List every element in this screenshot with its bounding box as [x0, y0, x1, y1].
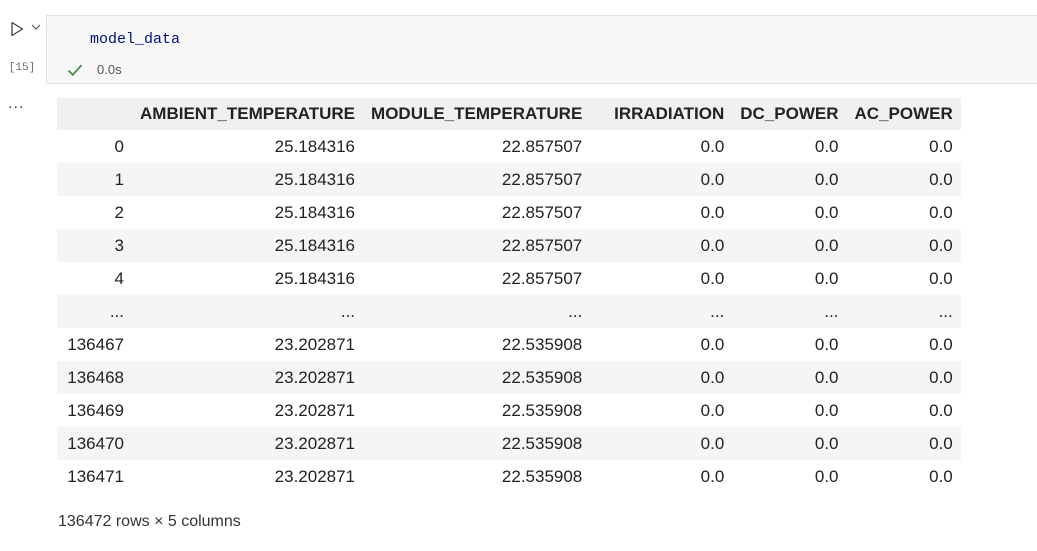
table-cell: 0.0 [590, 361, 733, 394]
run-options-dropdown[interactable] [29, 20, 43, 34]
table-cell: 0.0 [590, 328, 733, 361]
table-cell: 0.0 [846, 130, 961, 163]
table-cell: ... [132, 295, 364, 328]
ellipsis-row: ... ... ... ... ... ... [57, 295, 961, 328]
table-cell: 23.202871 [132, 427, 364, 460]
table-cell: ... [590, 295, 733, 328]
code-text[interactable]: model_data [90, 31, 181, 48]
table-cell: 0.0 [846, 460, 961, 493]
table-cell: 22.535908 [363, 427, 591, 460]
table-cell: 0.0 [846, 427, 961, 460]
row-index: 1 [57, 163, 132, 196]
row-index: 136467 [57, 328, 132, 361]
table-cell: 23.202871 [132, 394, 364, 427]
table-cell: 22.535908 [363, 361, 591, 394]
table-cell: 25.184316 [132, 229, 364, 262]
run-cell-button[interactable] [6, 17, 28, 41]
table-cell: 25.184316 [132, 196, 364, 229]
table-row: 136468 23.202871 22.535908 0.0 0.0 0.0 [57, 361, 961, 394]
column-header: IRRADIATION [590, 98, 733, 130]
table-cell: 0.0 [590, 262, 733, 295]
table-cell: 23.202871 [132, 328, 364, 361]
table-cell: 0.0 [732, 229, 847, 262]
table-cell: 0.0 [846, 196, 961, 229]
table-row: 0 25.184316 22.857507 0.0 0.0 0.0 [57, 130, 961, 163]
table-row: 4 25.184316 22.857507 0.0 0.0 0.0 [57, 262, 961, 295]
table-row: 1 25.184316 22.857507 0.0 0.0 0.0 [57, 163, 961, 196]
table-cell: 0.0 [590, 229, 733, 262]
row-index: 0 [57, 130, 132, 163]
cell-gutter: [15] [0, 0, 46, 90]
table-cell: 0.0 [732, 163, 847, 196]
table-cell: 22.535908 [363, 328, 591, 361]
table-cell: 0.0 [732, 460, 847, 493]
column-header: AC_POWER [846, 98, 961, 130]
table-cell: 0.0 [732, 394, 847, 427]
execution-status: 0.0s [67, 62, 122, 77]
table-cell: 22.535908 [363, 394, 591, 427]
table-cell: 0.0 [846, 361, 961, 394]
chevron-down-icon [31, 24, 41, 30]
row-index: 136468 [57, 361, 132, 394]
table-cell: 23.202871 [132, 460, 364, 493]
table-cell: 22.857507 [363, 262, 591, 295]
play-icon [11, 21, 24, 37]
table-cell: 0.0 [732, 130, 847, 163]
row-index: 136470 [57, 427, 132, 460]
table-cell: 0.0 [590, 394, 733, 427]
table-cell: 25.184316 [132, 262, 364, 295]
column-header: AMBIENT_TEMPERATURE [132, 98, 364, 130]
table-cell: 0.0 [590, 427, 733, 460]
row-index: 4 [57, 262, 132, 295]
dataframe-shape-caption: 136472 rows × 5 columns [58, 513, 241, 530]
table-cell: 0.0 [590, 460, 733, 493]
table-row: 136470 23.202871 22.535908 0.0 0.0 0.0 [57, 427, 961, 460]
table-cell: 0.0 [846, 394, 961, 427]
table-cell: 0.0 [732, 328, 847, 361]
table-row: 136469 23.202871 22.535908 0.0 0.0 0.0 [57, 394, 961, 427]
row-index: 136471 [57, 460, 132, 493]
table-cell: 0.0 [732, 196, 847, 229]
execution-count: [15] [8, 62, 36, 74]
table-cell: 23.202871 [132, 361, 364, 394]
table-cell: 0.0 [846, 229, 961, 262]
row-index: 3 [57, 229, 132, 262]
table-cell: 25.184316 [132, 163, 364, 196]
table-row: 2 25.184316 22.857507 0.0 0.0 0.0 [57, 196, 961, 229]
table-cell: 0.0 [732, 427, 847, 460]
table-cell: 0.0 [590, 163, 733, 196]
code-editor[interactable]: model_data 0.0s [46, 15, 1037, 84]
table-cell: 22.857507 [363, 130, 591, 163]
table-row: 3 25.184316 22.857507 0.0 0.0 0.0 [57, 229, 961, 262]
column-header: MODULE_TEMPERATURE [363, 98, 591, 130]
row-index: ... [57, 295, 132, 328]
table-cell: 0.0 [732, 361, 847, 394]
table-cell: 25.184316 [132, 130, 364, 163]
table-cell: ... [363, 295, 591, 328]
table-cell: 22.857507 [363, 163, 591, 196]
dataframe-table: AMBIENT_TEMPERATURE MODULE_TEMPERATURE I… [57, 98, 961, 493]
table-row: 136471 23.202871 22.535908 0.0 0.0 0.0 [57, 460, 961, 493]
table-cell: ... [846, 295, 961, 328]
table-cell: 0.0 [846, 328, 961, 361]
table-cell: 0.0 [846, 163, 961, 196]
check-icon [67, 63, 83, 77]
column-header: DC_POWER [732, 98, 847, 130]
table-cell: 22.857507 [363, 196, 591, 229]
row-index: 136469 [57, 394, 132, 427]
execution-duration: 0.0s [97, 62, 122, 77]
table-cell: 0.0 [846, 262, 961, 295]
table-cell: 0.0 [590, 130, 733, 163]
table-cell: 0.0 [732, 262, 847, 295]
table-cell: 0.0 [590, 196, 733, 229]
row-index: 2 [57, 196, 132, 229]
table-cell: ... [732, 295, 847, 328]
table-cell: 22.857507 [363, 229, 591, 262]
table-cell: 22.535908 [363, 460, 591, 493]
output-more-actions-button[interactable]: ... [8, 95, 25, 112]
table-header-row: AMBIENT_TEMPERATURE MODULE_TEMPERATURE I… [57, 98, 961, 130]
index-column-header [57, 98, 132, 130]
table-row: 136467 23.202871 22.535908 0.0 0.0 0.0 [57, 328, 961, 361]
